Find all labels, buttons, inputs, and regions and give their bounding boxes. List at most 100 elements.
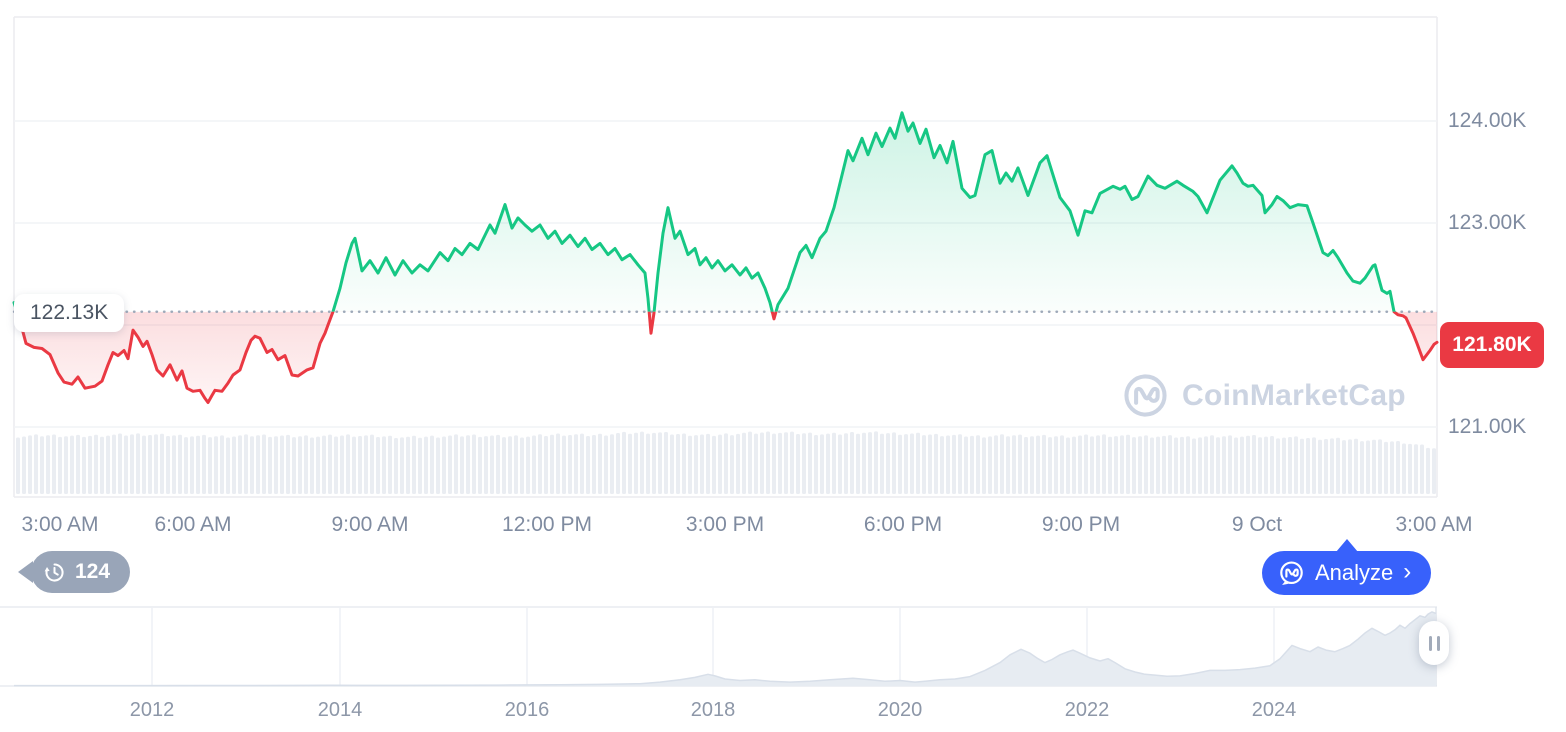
- volume-bar: [112, 434, 116, 494]
- timeline-range-handle[interactable]: [1419, 621, 1449, 665]
- volume-bar: [214, 436, 218, 494]
- volume-bar: [1108, 436, 1112, 494]
- volume-bar: [1234, 437, 1238, 494]
- volume-bar: [928, 434, 932, 494]
- volume-bar: [760, 432, 764, 494]
- volume-bar: [244, 434, 248, 494]
- volume-bar: [1396, 440, 1400, 494]
- volume-bar: [370, 434, 374, 494]
- volume-bar: [754, 433, 758, 494]
- volume-bar: [976, 435, 980, 494]
- volume-bar: [1414, 444, 1418, 494]
- volume-bar: [274, 436, 278, 494]
- volume-bar: [292, 437, 296, 494]
- volume-bar: [1198, 437, 1202, 494]
- volume-bar: [850, 431, 854, 494]
- volume-bar: [862, 432, 866, 494]
- history-count-badge[interactable]: 124: [31, 551, 131, 593]
- volume-bar: [1252, 434, 1256, 494]
- volume-bar: [1006, 436, 1010, 494]
- analyze-bubble-logo-icon: [1280, 560, 1303, 585]
- volume-bar: [1066, 437, 1070, 494]
- volume-bar: [202, 434, 206, 494]
- volume-bar: [1174, 437, 1178, 494]
- volume-bar: [772, 433, 776, 494]
- volume-bar: [172, 435, 176, 494]
- volume-bar: [1360, 441, 1364, 494]
- volume-bar: [208, 437, 212, 494]
- volume-bar: [778, 432, 782, 494]
- volume-bar: [1288, 437, 1292, 494]
- volume-bar: [352, 436, 356, 494]
- volume-bar: [358, 435, 362, 494]
- volume-bar: [1018, 434, 1022, 494]
- volume-bar: [952, 434, 956, 494]
- history-count: 124: [75, 560, 111, 583]
- volume-bar: [994, 435, 998, 494]
- volume-bar: [1402, 443, 1406, 494]
- x-axis-label: 6:00 PM: [863, 513, 943, 536]
- volume-bar: [520, 437, 524, 494]
- volume-bar: [142, 435, 146, 494]
- volume-bar: [1354, 438, 1358, 494]
- x-axis-label: 3:00 AM: [1395, 513, 1473, 536]
- volume-bar: [1168, 435, 1172, 494]
- volume-bar: [46, 435, 50, 494]
- volume-bar: [298, 436, 302, 494]
- volume-bar: [484, 436, 488, 494]
- volume-bar: [472, 434, 476, 494]
- volume-bar: [634, 432, 638, 494]
- volume-bar: [1246, 435, 1250, 494]
- volume-bar: [1258, 437, 1262, 494]
- volume-bar: [394, 438, 398, 494]
- volume-bar: [988, 436, 992, 494]
- volume-bar: [826, 433, 830, 494]
- x-axis-label: 9:00 AM: [331, 513, 409, 536]
- volume-bar: [748, 431, 752, 494]
- volume-bar: [874, 431, 878, 494]
- volume-bar: [706, 433, 710, 494]
- volume-bar: [766, 431, 770, 494]
- volume-bar: [580, 433, 584, 494]
- timeline-area-edge: [14, 611, 1437, 687]
- volume-bar: [232, 436, 236, 494]
- volume-bar: [682, 433, 686, 494]
- volume-bar: [1300, 438, 1304, 494]
- volume-bar: [1408, 443, 1412, 494]
- volume-bar: [784, 432, 788, 494]
- volume-bar: [958, 434, 962, 494]
- x-axis-label: 9 Oct: [1231, 513, 1283, 536]
- volume-bar: [1390, 441, 1394, 494]
- analyze-button[interactable]: Analyze ›: [1262, 551, 1432, 595]
- baseline-price-label: 122.13K: [30, 300, 109, 324]
- volume-bar: [1366, 440, 1370, 494]
- volume-bar: [586, 435, 590, 494]
- volume-bar: [1138, 436, 1142, 494]
- volume-bar: [1036, 435, 1040, 494]
- volume-bar: [652, 432, 656, 494]
- volume-bar: [910, 433, 914, 494]
- volume-bar: [724, 433, 728, 494]
- timeline-year-label: 2020: [877, 699, 923, 721]
- volume-bar: [1072, 436, 1076, 494]
- volume-bar: [646, 433, 650, 494]
- x-axis-label: 12:00 PM: [502, 513, 592, 536]
- volume-bar: [508, 436, 512, 494]
- volume-bar: [736, 433, 740, 494]
- coinmarketcap-logo-icon: [1124, 374, 1167, 417]
- volume-bar: [604, 435, 608, 494]
- volume-bar: [1348, 439, 1352, 494]
- volume-bar: [496, 434, 500, 494]
- current-price-badge: 121.80K: [1440, 322, 1544, 369]
- volume-bar: [1024, 436, 1028, 494]
- volume-bar: [382, 436, 386, 494]
- volume-bar: [334, 436, 338, 494]
- volume-bar: [268, 436, 272, 494]
- volume-bar: [556, 433, 560, 494]
- volume-bar: [970, 435, 974, 494]
- volume-bar: [64, 436, 68, 494]
- volume-bar: [160, 433, 164, 494]
- volume-bar: [190, 436, 194, 494]
